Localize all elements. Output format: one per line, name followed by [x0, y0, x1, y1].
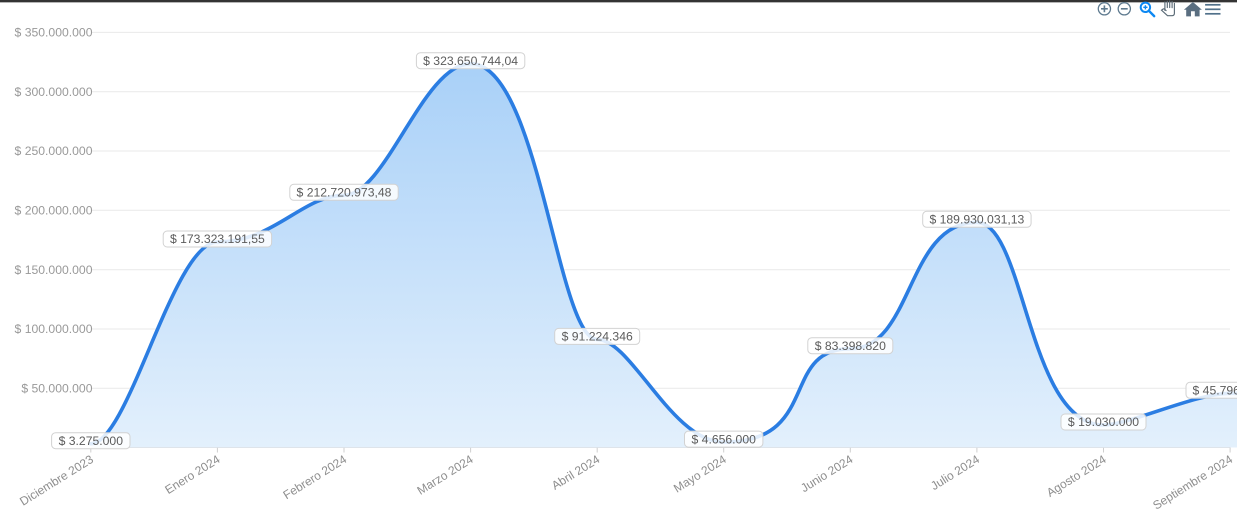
svg-text:$ 50.000.000: $ 50.000.000 — [21, 382, 92, 396]
svg-text:$ 150.000.000: $ 150.000.000 — [15, 263, 93, 277]
svg-text:$ 83.398.820: $ 83.398.820 — [815, 339, 886, 353]
svg-text:$ 200.000.000: $ 200.000.000 — [15, 204, 93, 218]
svg-text:$ 173.323.191,55: $ 173.323.191,55 — [170, 232, 265, 246]
svg-text:$ 4.656.000: $ 4.656.000 — [692, 432, 757, 446]
svg-text:$ 323.650.744,04: $ 323.650.744,04 — [423, 54, 518, 68]
svg-text:$ 91.224.346: $ 91.224.346 — [562, 330, 633, 344]
svg-text:$ 100.000.000: $ 100.000.000 — [15, 322, 93, 336]
svg-text:$ 189.930.031,13: $ 189.930.031,13 — [929, 213, 1024, 227]
svg-text:$ 212.720.973,48: $ 212.720.973,48 — [297, 186, 392, 200]
svg-text:$ 300.000.000: $ 300.000.000 — [15, 85, 93, 99]
svg-text:$ 350.000.000: $ 350.000.000 — [15, 26, 93, 40]
svg-text:$ 45.796.000: $ 45.796.000 — [1193, 384, 1237, 398]
svg-text:$ 19.030.000: $ 19.030.000 — [1068, 415, 1139, 429]
svg-text:$ 3.275.000: $ 3.275.000 — [59, 434, 124, 448]
svg-text:$ 250.000.000: $ 250.000.000 — [15, 144, 93, 158]
